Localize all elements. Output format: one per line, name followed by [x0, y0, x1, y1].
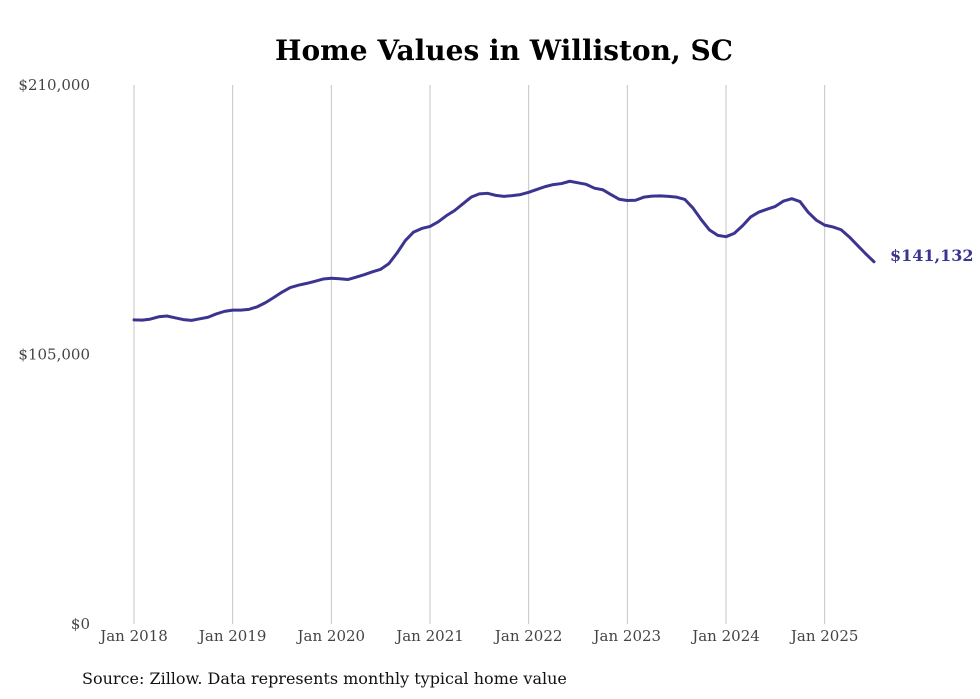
x-axis-tick-labels: Jan 2018 Jan 2019 Jan 2020 Jan 2021 Jan 2022… — [98, 627, 858, 645]
y-tick-label-2: $210,000 — [18, 76, 90, 94]
y-axis-tick-labels: $0 $105,000 $210,000 — [18, 76, 90, 633]
y-tick-label-0: $0 — [71, 615, 90, 633]
last-value-label: $141,132 — [890, 246, 974, 265]
x-tick-label-5: Jan 2023 — [592, 627, 662, 645]
x-tick-label-3: Jan 2021 — [394, 627, 464, 645]
chart-title: Home Values in Williston, SC — [275, 34, 733, 67]
x-tick-label-2: Jan 2020 — [296, 627, 366, 645]
x-tick-label-1: Jan 2019 — [197, 627, 267, 645]
y-tick-label-1: $105,000 — [18, 346, 90, 364]
x-tick-label-0: Jan 2018 — [98, 627, 168, 645]
vertical-gridlines — [133, 85, 826, 624]
x-tick-label-6: Jan 2024 — [690, 627, 760, 645]
home-value-series-line — [132, 179, 876, 322]
source-note: Source: Zillow. Data represents monthly … — [82, 669, 567, 688]
x-tick-label-7: Jan 2025 — [789, 627, 859, 645]
x-tick-label-4: Jan 2022 — [493, 627, 563, 645]
